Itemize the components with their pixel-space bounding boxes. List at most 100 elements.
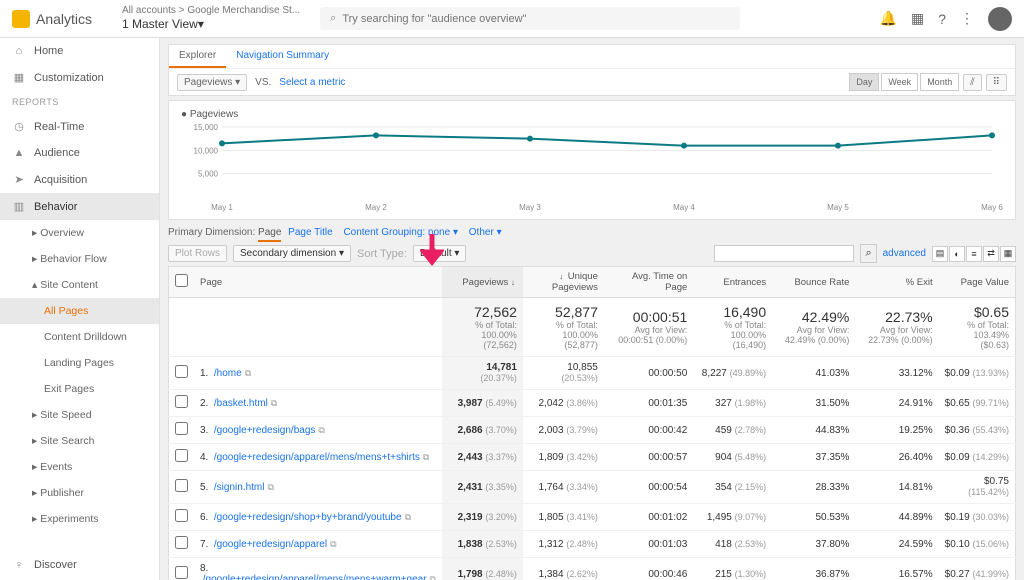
sidebar-sub-item[interactable]: ▸ Behavior Flow xyxy=(0,246,159,272)
account-selector[interactable]: All accounts > Google Merchandise St... … xyxy=(122,5,300,31)
external-icon[interactable]: ⧉ xyxy=(318,425,324,435)
day-button[interactable]: Day xyxy=(849,73,879,91)
col-pagevalue[interactable]: Page Value xyxy=(939,267,1016,298)
sidebar-acquisition[interactable]: ➤Acquisition xyxy=(0,166,159,193)
page-link[interactable]: /google+redesign/bags xyxy=(214,425,315,436)
external-icon[interactable]: ⧉ xyxy=(271,398,277,408)
tab-navigation-summary[interactable]: Navigation Summary xyxy=(226,45,339,68)
table-row[interactable]: 3. /google+redesign/bags⧉ 2,686 (3.70%) … xyxy=(169,417,1016,444)
advanced-link[interactable]: advanced xyxy=(883,248,926,259)
svg-text:15,000: 15,000 xyxy=(194,123,219,132)
sidebar-sub-item[interactable]: ▸ Publisher xyxy=(0,480,159,506)
table-row[interactable]: 1. /home⧉ 14,781 (20.37%) 10,855 (20.53%… xyxy=(169,357,1016,390)
compare-view-icon[interactable]: ⇄ xyxy=(983,246,999,262)
percent-view-icon[interactable]: ◐ xyxy=(949,246,965,262)
search-input[interactable] xyxy=(342,13,730,25)
menu-icon[interactable]: ⋮ xyxy=(960,10,974,27)
table-view-icon[interactable]: ▤ xyxy=(932,246,948,262)
plot-rows-button[interactable]: Plot Rows xyxy=(168,245,227,262)
sidebar-sub-item[interactable]: Exit Pages xyxy=(0,376,159,402)
table-search-icon[interactable]: ⌕ xyxy=(860,244,876,263)
sidebar-sub-item[interactable]: ▸ Overview xyxy=(0,220,159,246)
page-link[interactable]: /google+redesign/apparel/mens/mens+warm+… xyxy=(203,574,427,580)
table-row[interactable]: 8. /google+redesign/apparel/mens/mens+wa… xyxy=(169,558,1016,580)
sidebar-behavior[interactable]: ▥Behavior xyxy=(0,193,159,220)
tab-explorer[interactable]: Explorer xyxy=(169,45,226,68)
external-icon[interactable]: ⧉ xyxy=(245,368,251,378)
sidebar-sub-item[interactable]: ▸ Site Speed xyxy=(0,402,159,428)
sidebar-home[interactable]: ⌂Home xyxy=(0,38,159,64)
row-checkbox[interactable] xyxy=(175,449,188,462)
help-icon[interactable]: ? xyxy=(938,11,946,27)
row-checkbox[interactable] xyxy=(175,566,188,579)
sidebar-sub-item[interactable]: ▸ Events xyxy=(0,454,159,480)
svg-text:5,000: 5,000 xyxy=(198,170,219,179)
external-icon[interactable]: ⧉ xyxy=(423,452,429,462)
col-unique[interactable]: ↓ Unique Pageviews xyxy=(523,267,604,298)
sidebar-label: Real-Time xyxy=(34,121,84,133)
page-link[interactable]: /basket.html xyxy=(214,398,268,409)
dim-other[interactable]: Other ▾ xyxy=(469,227,502,238)
table-row[interactable]: 5. /signin.html⧉ 2,431 (3.35%) 1,764 (3.… xyxy=(169,471,1016,504)
avatar[interactable] xyxy=(988,7,1012,31)
row-checkbox[interactable] xyxy=(175,509,188,522)
sidebar-sub-item[interactable]: ▸ Experiments xyxy=(0,506,159,532)
dim-page[interactable]: Page xyxy=(258,227,281,242)
table-row[interactable]: 2. /basket.html⧉ 3,987 (5.49%) 2,042 (3.… xyxy=(169,390,1016,417)
week-button[interactable]: Week xyxy=(881,73,918,91)
row-checkbox[interactable] xyxy=(175,395,188,408)
dim-label: Primary Dimension: xyxy=(168,227,255,238)
row-checkbox[interactable] xyxy=(175,479,188,492)
search-box[interactable]: ⌕ xyxy=(320,7,740,30)
summary-row: 72,562% of Total: 100.00% (72,562) 52,87… xyxy=(169,298,1016,357)
select-metric-link[interactable]: Select a metric xyxy=(279,77,345,88)
col-pageviews[interactable]: Pageviews ↓ xyxy=(442,267,523,298)
col-entrances[interactable]: Entrances xyxy=(693,267,772,298)
svg-text:May 4: May 4 xyxy=(673,203,695,212)
secondary-dim-button[interactable]: Secondary dimension ▾ xyxy=(233,245,351,262)
sidebar-sub-item[interactable]: ▸ Site Search xyxy=(0,428,159,454)
table-row[interactable]: 4. /google+redesign/apparel/mens/mens+t+… xyxy=(169,444,1016,471)
sidebar-sub-item[interactable]: Content Drilldown xyxy=(0,324,159,350)
external-icon[interactable]: ⧉ xyxy=(430,574,436,580)
col-page[interactable]: Page xyxy=(194,267,442,298)
chart-dots-icon[interactable]: ⠿ xyxy=(986,74,1007,91)
sidebar-discover[interactable]: ♀Discover xyxy=(0,552,159,578)
pivot-view-icon[interactable]: ▦ xyxy=(1000,246,1016,262)
sidebar-label: Customization xyxy=(34,72,104,84)
external-icon[interactable]: ⧉ xyxy=(405,512,411,522)
col-checkbox[interactable] xyxy=(169,267,195,298)
sidebar-sub-item[interactable]: ▴ Site Content xyxy=(0,272,159,298)
external-icon[interactable]: ⧉ xyxy=(330,539,336,549)
page-link[interactable]: /home xyxy=(214,368,242,379)
top-bar: Analytics All accounts > Google Merchand… xyxy=(0,0,1024,38)
sidebar-audience[interactable]: ▲Audience xyxy=(0,140,159,166)
row-checkbox[interactable] xyxy=(175,422,188,435)
dim-page-title[interactable]: Page Title xyxy=(288,227,332,238)
row-checkbox[interactable] xyxy=(175,365,188,378)
page-link[interactable]: /google+redesign/apparel xyxy=(214,539,327,550)
metric-selector[interactable]: Pageviews ▾ xyxy=(177,74,247,91)
page-link[interactable]: /signin.html xyxy=(214,482,265,493)
table-row[interactable]: 7. /google+redesign/apparel⧉ 1,838 (2.53… xyxy=(169,531,1016,558)
row-checkbox[interactable] xyxy=(175,536,188,549)
sidebar-sub-item[interactable]: Landing Pages xyxy=(0,350,159,376)
table-search-input[interactable] xyxy=(714,245,854,262)
logo[interactable]: Analytics xyxy=(12,10,122,28)
col-avgtime[interactable]: Avg. Time on Page xyxy=(604,267,693,298)
external-icon[interactable]: ⧉ xyxy=(267,482,273,492)
bell-icon[interactable]: 🔔 xyxy=(880,10,897,27)
month-button[interactable]: Month xyxy=(920,73,959,91)
page-link[interactable]: /google+redesign/apparel/mens/mens+t+shi… xyxy=(214,452,420,463)
sidebar-customization[interactable]: ▦Customization xyxy=(0,64,159,91)
sidebar-realtime[interactable]: ◷Real-Time xyxy=(0,113,159,140)
home-icon: ⌂ xyxy=(12,45,26,57)
sidebar-sub-item[interactable]: All Pages xyxy=(0,298,159,324)
table-row[interactable]: 6. /google+redesign/shop+by+brand/youtub… xyxy=(169,504,1016,531)
apps-icon[interactable]: ▦ xyxy=(911,10,924,27)
col-bounce[interactable]: Bounce Rate xyxy=(772,267,855,298)
page-link[interactable]: /google+redesign/shop+by+brand/youtube xyxy=(214,512,402,523)
perf-view-icon[interactable]: ≡ xyxy=(966,246,982,262)
chart-type-icon[interactable]: ⫽ xyxy=(963,74,981,91)
col-exit[interactable]: % Exit xyxy=(855,267,938,298)
